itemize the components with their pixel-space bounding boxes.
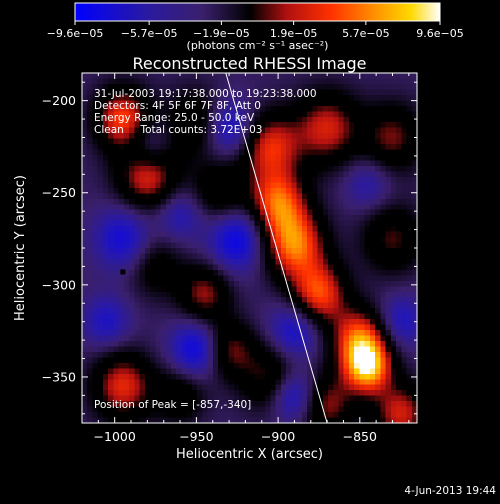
colorbar-tick-label: 9.6e−05: [416, 27, 463, 40]
y-tick-label: −300: [42, 277, 76, 292]
annotation-time-range: 31-Jul-2003 19:17:38.000 to 19:23:38.000: [94, 88, 317, 100]
y-axis: −350 −300 −250 −200: [42, 81, 417, 415]
heatmap-image: [82, 73, 417, 423]
x-tick-label: −850: [343, 429, 377, 444]
y-tick-label: −200: [42, 93, 76, 108]
peak-position-label: Position of Peak = [-857,-340]: [94, 399, 251, 411]
x-tick-label: −900: [261, 429, 295, 444]
colorbar: [74, 2, 441, 22]
colorbar-tick-label: −1.9e−05: [193, 27, 250, 40]
colorbar-ticks: −9.6e−05 −5.7e−05 −1.9e−05 1.9e−05 5.7e−05 9.…: [47, 21, 464, 40]
colorbar-tick-label: 1.9e−05: [270, 27, 317, 40]
solar-limb-line: [225, 73, 328, 423]
y-tick-label: −250: [42, 185, 76, 200]
x-axis: −1000 −950 −900 −850: [81, 73, 410, 444]
annotation-detectors: Detectors: 4F 5F 6F 7F 8F, Att 0: [94, 100, 261, 112]
annotation-counts: Clean Total counts: 3.72E+03: [94, 124, 263, 136]
generation-date: 4-Jun-2013 19:44: [404, 485, 496, 497]
x-axis-label: Heliocentric X (arcsec): [176, 447, 323, 462]
chart-title: Reconstructed RHESSI Image: [133, 54, 367, 73]
annotation-energy: Energy Range: 25.0 - 50.0 keV: [94, 112, 255, 124]
colorbar-tick-label: 5.7e−05: [342, 27, 389, 40]
y-tick-label: −350: [42, 369, 76, 384]
marked-point: [120, 269, 126, 275]
y-axis-label: Heliocentric Y (arcsec): [13, 175, 28, 321]
x-tick-label: −950: [179, 429, 213, 444]
colorbar-tick-label: −5.7e−05: [121, 27, 178, 40]
x-tick-label: −1000: [94, 429, 136, 444]
colorbar-tick-label: −9.6e−05: [47, 27, 104, 40]
colorbar-unit-label: (photons cm⁻² s⁻¹ asec⁻²): [187, 39, 329, 52]
